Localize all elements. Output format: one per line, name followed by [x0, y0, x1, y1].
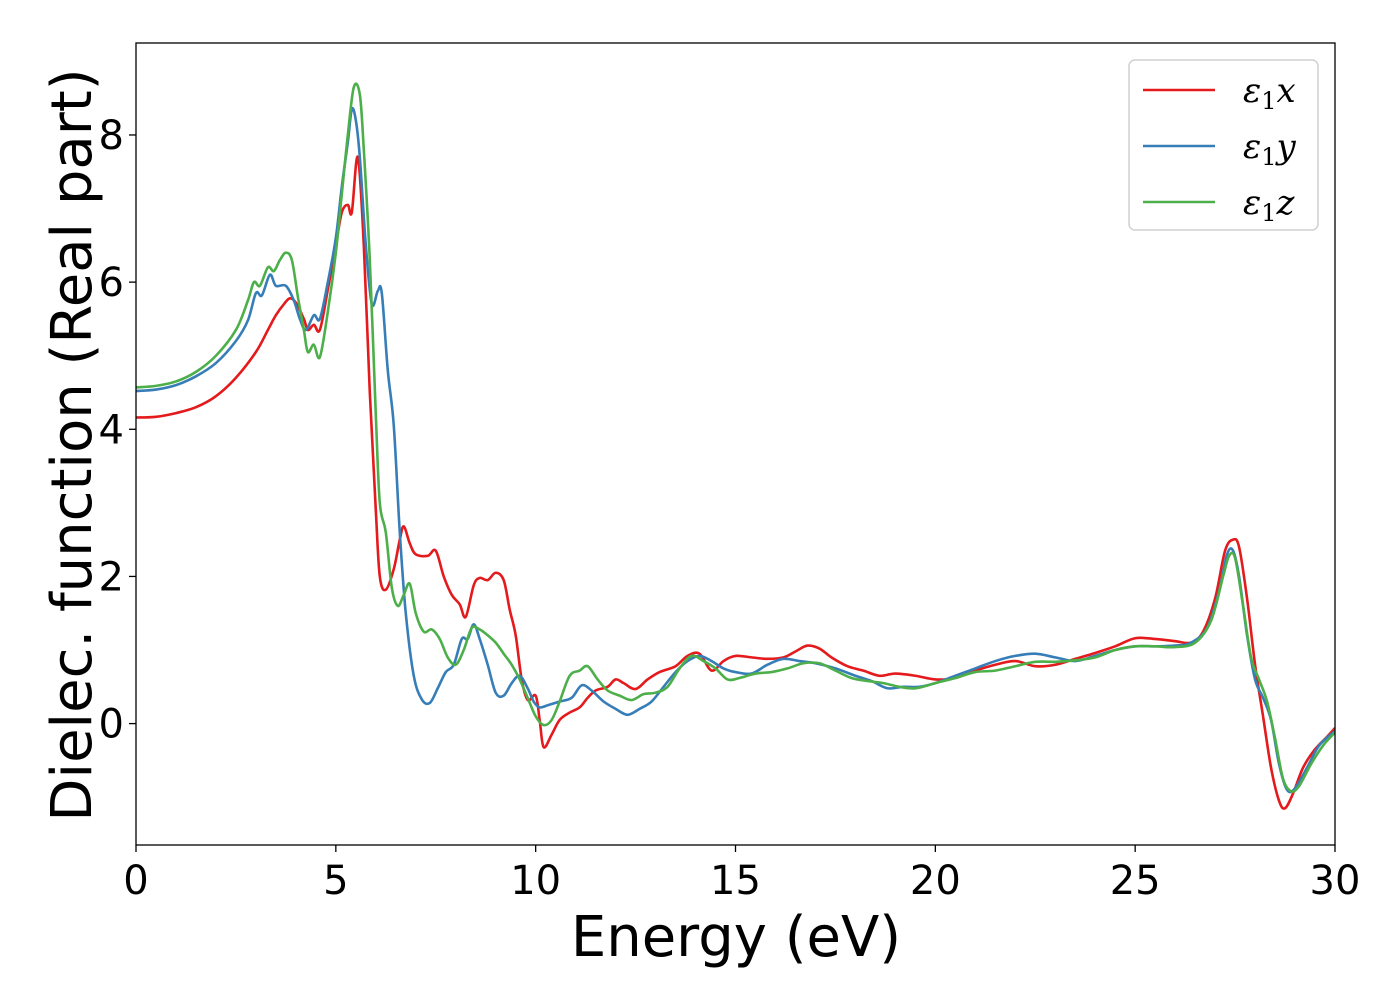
plot-frame [135, 42, 1336, 846]
legend-label-z: ε1z [1243, 183, 1296, 227]
y-tick-label: 4 [99, 407, 124, 453]
x-tick-label: 25 [1110, 858, 1161, 904]
y-axis-ticks: 0 2 4 6 8 [99, 113, 136, 748]
x-tick-label: 15 [710, 858, 761, 904]
legend-box [1128, 59, 1319, 231]
x-tick-label: 30 [1310, 858, 1361, 904]
series-line-x [136, 155, 1335, 810]
x-tick-label: 5 [323, 858, 348, 904]
y-tick-label: 8 [99, 113, 124, 159]
plot-area [136, 82, 1335, 810]
x-axis-title: Energy (eV) [571, 905, 901, 970]
y-tick-label: 6 [99, 260, 124, 306]
y-tick-label: 2 [99, 554, 124, 600]
y-axis-title: Dielec. function (Real part) [40, 68, 105, 821]
legend-label-y: ε1y [1243, 127, 1297, 171]
y-tick-label: 0 [99, 702, 124, 748]
series-line-z [136, 82, 1335, 793]
x-tick-label: 20 [910, 858, 961, 904]
x-axis-ticks: 0 5 10 15 20 25 30 [123, 845, 1360, 904]
x-tick-label: 10 [510, 858, 561, 904]
legend: ε1x ε1y ε1z [1128, 59, 1319, 231]
legend-label-x: ε1x [1243, 71, 1296, 115]
x-tick-label: 0 [123, 858, 148, 904]
